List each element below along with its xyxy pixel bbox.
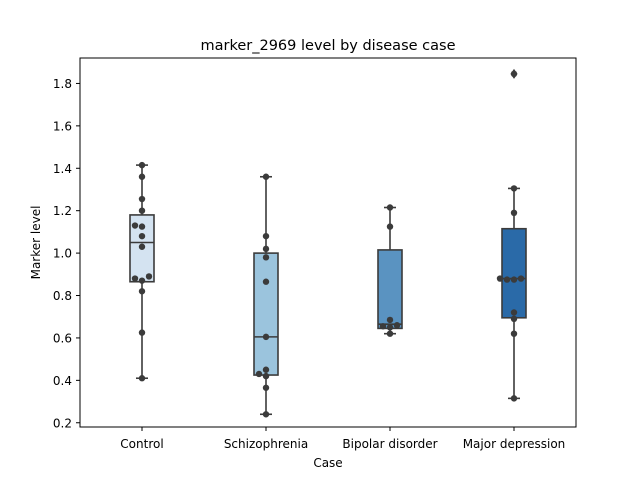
y-axis-label: Marker level bbox=[29, 206, 43, 280]
y-tick-label: 0.2 bbox=[53, 416, 72, 430]
y-tick-label: 0.4 bbox=[53, 374, 72, 388]
plot-frame bbox=[79, 57, 577, 428]
data-point bbox=[138, 329, 146, 336]
data-point bbox=[262, 173, 270, 180]
plot-area: 0.2 0.4 0.6 0.8 1.0 1.2 1.4 1.6 1.8 Control Schizo… bbox=[53, 68, 566, 451]
y-tick-label: 1.4 bbox=[53, 162, 72, 176]
box bbox=[501, 227, 527, 319]
x-tick-label: Schizophrenia bbox=[224, 437, 308, 451]
data-point bbox=[393, 322, 401, 329]
y-tick-label: 0.6 bbox=[53, 331, 72, 345]
data-point bbox=[510, 70, 518, 78]
data-point bbox=[138, 288, 146, 295]
x-axis-label: Case bbox=[313, 456, 342, 470]
data-point bbox=[510, 185, 518, 192]
data-point bbox=[262, 372, 270, 380]
y-tick-label: 1.2 bbox=[53, 204, 72, 218]
data-point bbox=[138, 232, 146, 240]
data-point bbox=[138, 243, 146, 250]
data-point bbox=[510, 309, 518, 316]
chart-title: marker_2969 level by disease case bbox=[201, 38, 456, 54]
y-tick-label: 1.8 bbox=[53, 77, 72, 91]
data-point bbox=[496, 275, 504, 282]
data-point bbox=[510, 315, 518, 323]
x-tick-label: Control bbox=[120, 437, 163, 451]
data-point bbox=[138, 161, 146, 169]
data-point bbox=[262, 254, 270, 261]
y-tick-label: 1.0 bbox=[53, 247, 72, 261]
data-point bbox=[138, 223, 146, 230]
data-point bbox=[131, 222, 139, 229]
data-point bbox=[262, 384, 270, 391]
data-point bbox=[386, 324, 394, 331]
box bbox=[253, 252, 279, 376]
data-point bbox=[262, 333, 270, 341]
data-point bbox=[262, 278, 270, 285]
box bbox=[377, 249, 403, 330]
data-point bbox=[386, 316, 394, 324]
data-point bbox=[517, 275, 525, 282]
data-point bbox=[503, 276, 511, 283]
data-point bbox=[262, 366, 270, 373]
data-point bbox=[138, 195, 146, 203]
y-tick-label: 0.8 bbox=[53, 289, 72, 303]
data-point bbox=[510, 276, 518, 283]
data-point bbox=[138, 277, 146, 284]
x-tick-label: Bipolar disorder bbox=[342, 437, 437, 451]
data-point bbox=[510, 330, 518, 337]
data-point bbox=[262, 245, 270, 253]
data-point bbox=[145, 273, 153, 280]
data-point bbox=[386, 330, 394, 337]
data-point bbox=[386, 223, 394, 230]
data-point bbox=[510, 395, 518, 402]
data-point bbox=[138, 375, 146, 382]
data-point bbox=[379, 323, 387, 330]
data-point bbox=[138, 173, 146, 180]
data-point bbox=[131, 275, 139, 282]
data-point bbox=[510, 209, 518, 217]
x-tick-label: Major depression bbox=[463, 437, 566, 451]
data-point bbox=[255, 370, 263, 378]
data-point bbox=[262, 411, 270, 418]
data-point bbox=[138, 207, 146, 214]
y-tick-label: 1.6 bbox=[53, 119, 72, 133]
data-point bbox=[386, 204, 394, 211]
data-point bbox=[262, 232, 270, 240]
